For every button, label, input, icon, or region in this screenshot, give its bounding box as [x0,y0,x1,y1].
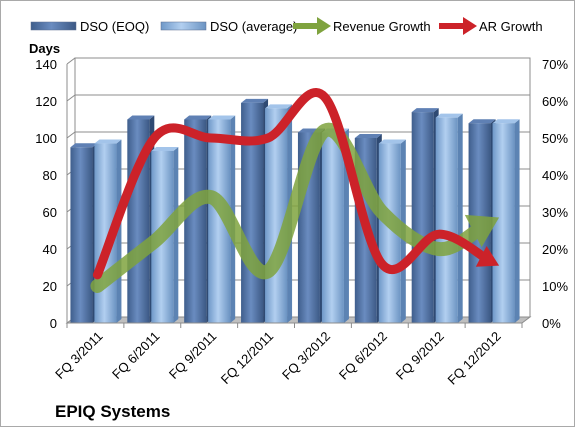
bar-face [208,119,231,323]
bar [321,128,349,323]
legend-swatch [160,21,207,31]
line-path [92,88,493,280]
legend-label: Revenue Growth [333,19,431,34]
bar-top [265,104,293,109]
legend-item: AR Growth [439,17,543,35]
x-tick-label: FQ 12/2011 [218,329,276,387]
y-tick-label: 20 [43,279,57,294]
bar-face [184,119,207,323]
legend-label: DSO (average) [210,19,297,34]
bar-face [321,132,344,323]
y2-tick-label: 20% [542,242,568,257]
y-tick-label: 40 [43,242,57,257]
bar-top [70,143,98,148]
bar [492,119,520,323]
bar-top [241,98,269,103]
legend-arrowhead [463,17,477,35]
arrowhead [464,214,500,248]
legend-label: DSO (EOQ) [80,19,149,34]
y-tick-label: 0 [50,316,57,331]
bar-top [127,115,155,120]
y-tick-label: 140 [35,57,57,72]
x-tick-label: FQ 3/2012 [279,329,333,383]
gridline [66,131,530,139]
legend-swatch [30,21,77,31]
gridline [66,57,530,65]
y2-tick-label: 50% [542,131,568,146]
growth-lines [90,88,500,293]
x-tick-label: FQ 6/2011 [109,329,162,382]
legend-label: AR Growth [479,19,543,34]
x-tick-label: FQ 3/2011 [52,329,105,382]
legend-item: DSO (EOQ) [30,19,149,34]
bar [184,115,212,323]
y-tick-label: 60 [43,205,57,220]
bar-side [173,146,179,323]
legend-item: DSO (average) [160,19,297,34]
legend-item: Revenue Growth [293,17,431,35]
x-tick-label: FQ 9/2012 [393,329,447,383]
chart-title: EPIQ Systems [55,402,170,421]
bar [241,98,269,323]
bar-side [514,119,520,323]
bar-face [435,117,458,324]
bar [70,143,98,323]
y-axis-label: Days [29,41,60,56]
y2-tick-label: 40% [542,168,568,183]
bar-top [492,119,520,124]
y2-tick-label: 10% [542,279,568,294]
gridline [66,94,530,102]
y-tick-label: 80 [43,168,57,183]
bar-top [151,146,179,151]
x-tick-label: FQ 9/2011 [166,329,219,382]
bar-top [354,134,382,138]
x-tick-label: FQ 6/2012 [336,329,390,383]
bar-face [411,112,434,323]
arrowhead [475,245,500,267]
bar-top [378,139,406,144]
bar-face [492,123,515,323]
y2-tick-label: 70% [542,57,568,72]
bar-top [411,108,439,113]
y-tick-label: 100 [35,131,57,146]
bar [411,108,439,323]
y2-tick-label: 0% [542,316,561,331]
legend-arrowhead [317,17,331,35]
bar-top [184,115,212,120]
legend: DSO (EOQ) DSO (average) Revenue Growth AR G… [30,17,543,35]
bar-top [208,115,236,120]
bar [435,113,463,324]
line-path [90,122,492,293]
y2-tick-label: 30% [542,205,568,220]
series-line [90,122,500,293]
bar-side [457,113,463,324]
x-tick-label: FQ 12/2012 [445,329,504,388]
bar-face [70,147,93,323]
y-tick-label: 120 [35,94,57,109]
bar-top [468,119,496,124]
bar-face [378,143,401,323]
series-line [92,88,500,280]
bar-top [94,139,122,144]
bar-top [435,113,463,118]
y2-tick-label: 60% [542,94,568,109]
bar-side [343,128,349,323]
